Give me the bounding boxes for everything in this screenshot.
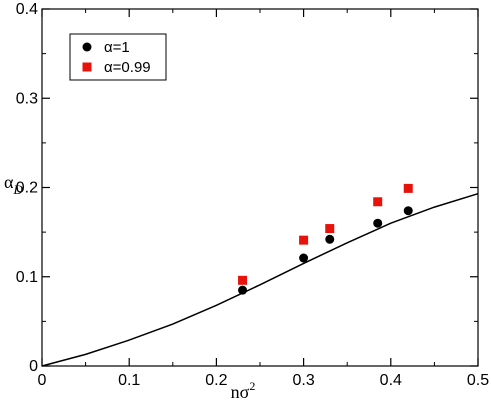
x-tick-label: 0.2 [205, 372, 227, 389]
x-tick-label: 0.4 [380, 372, 402, 389]
y-tick-label: 0 [29, 358, 38, 375]
y-axis-label-main: α [4, 172, 14, 192]
legend-marker-alpha-1 [82, 42, 92, 52]
data-point-alpha-1 [325, 234, 335, 244]
data-point-alpha-0-99 [299, 235, 309, 245]
y-axis-label: αD [4, 172, 23, 197]
y-tick-label: 0.1 [16, 269, 38, 286]
legend: α=1 α=0.99 [69, 33, 167, 81]
data-point-alpha-0-99 [325, 224, 335, 234]
legend-box [69, 33, 167, 81]
data-point-alpha-0-99 [403, 183, 413, 193]
legend-marker-alpha-099 [82, 62, 92, 72]
data-point-alpha-0-99 [238, 275, 248, 285]
y-axis-label-sub: D [12, 182, 23, 197]
data-point-alpha-0-99 [373, 197, 383, 207]
legend-label-alpha-1: α=1 [104, 39, 130, 56]
data-point-alpha-1 [373, 218, 383, 228]
y-tick-label: 0.4 [16, 1, 38, 18]
x-tick-label: 0.3 [292, 372, 314, 389]
legend-label-alpha-099: α=0.99 [104, 59, 151, 76]
x-axis-label-sup: 2 [249, 379, 255, 393]
y-tick-label: 0.3 [16, 90, 38, 107]
data-point-alpha-1 [299, 253, 309, 263]
x-axis-label-main: nσ [231, 382, 250, 402]
theory-curve-line [41, 192, 479, 367]
x-axis-label: nσ2 [231, 379, 256, 402]
x-tick-label: 0 [38, 372, 47, 389]
y-tick-label: 0.2 [16, 180, 38, 197]
chart-marks [41, 183, 479, 367]
x-tick-label: 0.5 [467, 372, 489, 389]
x-tick-label: 0.1 [118, 372, 140, 389]
axis-ticks: 0 0.1 0.2 0.3 0.4 0.5 0 0.1 0.2 0.3 0.4 [16, 1, 489, 389]
data-point-alpha-1 [403, 206, 413, 216]
